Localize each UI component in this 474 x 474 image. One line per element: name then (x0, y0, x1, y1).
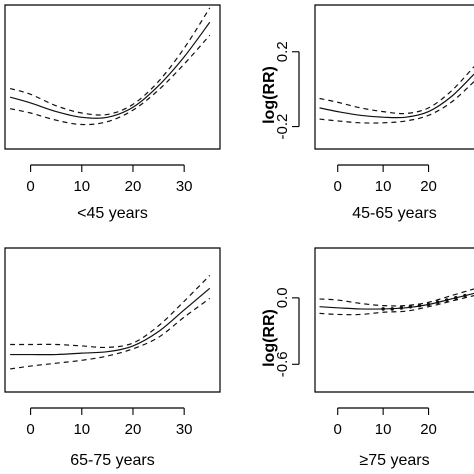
confidence-bound-line (10, 274, 211, 349)
confidence-bound-line (9, 34, 211, 126)
x-tick-label: 10 (375, 421, 392, 438)
x-tick-label: 20 (125, 178, 142, 195)
confidence-bound-line (319, 66, 474, 115)
x-tick-label: 0 (334, 178, 342, 195)
data-point (426, 302, 431, 307)
data-point (417, 303, 422, 308)
plot-frame (314, 4, 474, 150)
x-axis-title: 45-65 years (352, 205, 437, 222)
confidence-bound-line (10, 297, 211, 370)
data-point (435, 300, 440, 305)
estimate-line (9, 21, 211, 119)
data-point (408, 304, 413, 309)
panel-45-65: 0 10 20 0.2 -0.2 45-65 years log(RR) (261, 4, 474, 222)
y-axis-title: log(RR) (261, 309, 278, 367)
y-tick-label: -0.6 (274, 351, 291, 377)
x-axis-title: ≥75 years (359, 452, 429, 469)
x-tick-label: 0 (26, 421, 34, 438)
y-tick-label: 0.2 (274, 41, 291, 62)
estimate-line (319, 73, 474, 119)
data-point (463, 293, 467, 298)
y-tick-label: 0.0 (274, 287, 291, 308)
estimate-line (319, 292, 474, 310)
x-tick-label: 20 (125, 421, 142, 438)
x-tick-label: 10 (375, 178, 392, 195)
confidence-bound-line (319, 288, 474, 307)
data-point (390, 307, 395, 311)
x-tick-label: 0 (26, 178, 34, 195)
panel-under-45: 0 10 20 30 <45 years (4, 4, 221, 222)
plot-frame (4, 247, 221, 393)
panel-75-plus: 0 10 20 0.0 -0.6 ≥75 years log(RR) (261, 247, 474, 469)
confidence-bound-line (319, 81, 474, 124)
confidence-bound-line (319, 295, 474, 316)
data-point (381, 307, 385, 311)
x-tick-label: 30 (176, 178, 193, 195)
confidence-bound-line (9, 7, 211, 116)
x-tick-label: 20 (420, 421, 437, 438)
x-axis-title: <45 years (77, 205, 148, 222)
data-point (454, 296, 458, 300)
x-tick-label: 0 (334, 421, 342, 438)
plot-frame (314, 247, 474, 393)
data-point (444, 298, 449, 302)
plot-frame (4, 4, 221, 150)
x-axis-title: 65-75 years (70, 452, 155, 469)
panel-65-75: 0 10 20 30 65-75 years (4, 247, 221, 469)
x-tick-label: 20 (420, 178, 437, 195)
estimate-line (10, 287, 211, 356)
x-tick-label: 30 (176, 421, 193, 438)
y-axis-title: log(RR) (261, 66, 278, 124)
y-tick-label: -0.2 (274, 114, 291, 140)
x-tick-label: 10 (73, 421, 90, 438)
x-tick-label: 10 (73, 178, 90, 195)
data-point (399, 306, 404, 310)
